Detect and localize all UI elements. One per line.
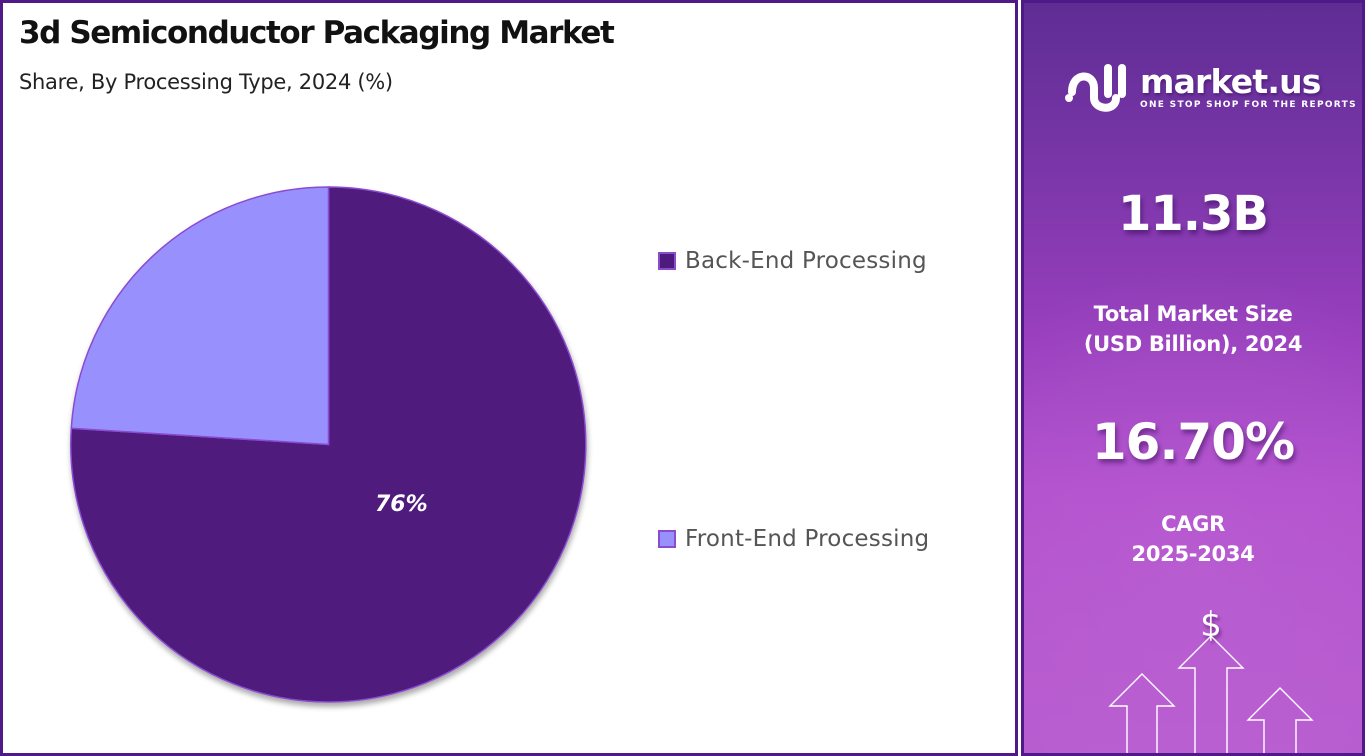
pie-slice-front-end[interactable]	[70, 186, 330, 446]
market-size-caption-line2: (USD Billion), 2024	[1083, 332, 1303, 356]
chart-subtitle: Share, By Processing Type, 2024 (%)	[19, 70, 393, 94]
legend-item-back-end[interactable]: Back-End Processing	[658, 248, 927, 274]
growth-arrows-icon: $	[1108, 605, 1314, 753]
market-us-logo-icon	[1065, 64, 1126, 112]
stats-panel: market.us ONE STOP SHOP FOR THE REPORTS …	[1021, 0, 1365, 756]
legend-label: Front-End Processing	[685, 526, 930, 552]
dollar-icon: $	[1200, 605, 1222, 645]
cagr-value: 16.70%	[1091, 413, 1295, 471]
brand-logo: market.us ONE STOP SHOP FOR THE REPORTS	[1064, 58, 1357, 116]
legend-swatch-front-end	[658, 530, 676, 548]
legend-swatch-back-end	[658, 252, 676, 270]
brand-tagline: ONE STOP SHOP FOR THE REPORTS	[1140, 100, 1357, 110]
cagr-caption-line2: 2025-2034	[1131, 542, 1255, 566]
chart-title: 3d Semiconductor Packaging Market	[19, 15, 615, 51]
cagr-caption-line1: CAGR	[1161, 512, 1225, 536]
brand-name: market.us	[1140, 62, 1321, 101]
pie-data-label-back-end: 76%	[375, 492, 428, 517]
pie-slice-back-end[interactable]	[70, 186, 587, 703]
legend-item-front-end[interactable]: Front-End Processing	[658, 526, 929, 552]
chart-panel: 3d Semiconductor Packaging Market Share,…	[0, 0, 1018, 756]
pie-chart	[70, 186, 587, 703]
market-size-value: 11.3B	[1117, 186, 1269, 242]
background-glow	[1024, 263, 1362, 753]
market-size-caption-line1: Total Market Size	[1093, 302, 1293, 326]
legend-label: Back-End Processing	[685, 248, 927, 274]
